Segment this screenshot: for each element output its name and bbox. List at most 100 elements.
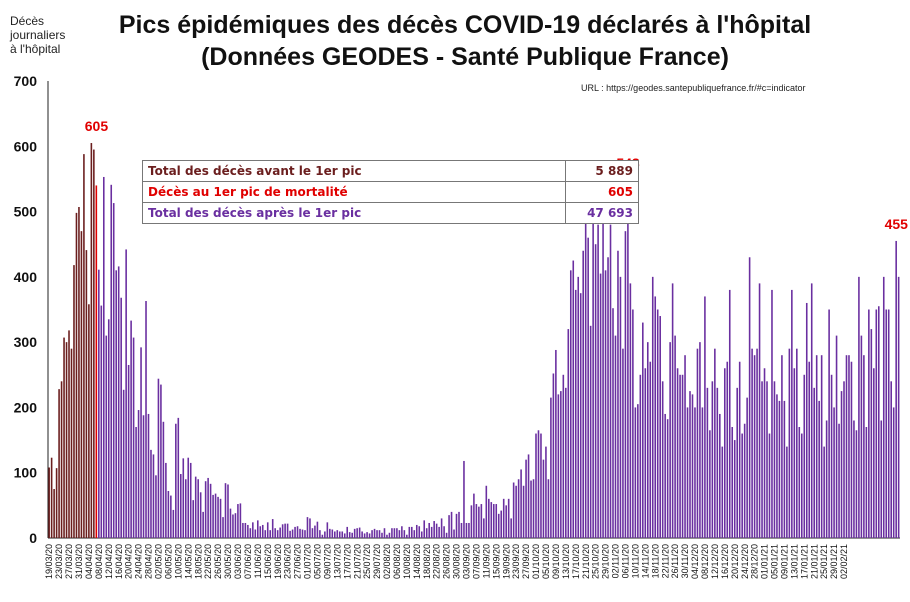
bar (654, 296, 657, 538)
bar (403, 530, 406, 538)
bar (470, 505, 473, 538)
bar (709, 430, 711, 538)
bar (485, 485, 488, 538)
bar (247, 524, 249, 538)
bar (887, 309, 890, 538)
bar (492, 504, 495, 538)
x-tick-label: 22/11/20 (660, 544, 670, 578)
x-tick-label: 03/06/20 (233, 544, 243, 579)
bar (398, 530, 401, 538)
x-tick-label: 30/08/20 (452, 544, 462, 579)
bar (249, 528, 252, 538)
bar (850, 361, 853, 538)
bar (296, 526, 299, 538)
bar (728, 289, 731, 538)
bar (301, 529, 304, 538)
bar (152, 454, 155, 538)
bar (689, 391, 691, 538)
bar (763, 368, 766, 538)
x-tick-label: 29/10/20 (601, 544, 611, 579)
bar (440, 518, 443, 538)
bar (617, 250, 619, 538)
bar (65, 342, 68, 538)
x-tick-label: 05/01/21 (770, 544, 780, 579)
bar (820, 355, 823, 538)
bar (294, 526, 296, 538)
x-tick-label: 11/06/20 (253, 544, 263, 578)
bar (704, 296, 706, 538)
summary-table: Total des décès avant le 1er pic 5 889 D… (142, 160, 639, 224)
x-tick-label: 21/01/21 (809, 544, 819, 579)
bar (110, 184, 113, 538)
bar (828, 309, 830, 538)
bar (669, 342, 671, 538)
bar (373, 528, 376, 538)
bar (433, 521, 435, 538)
bar (753, 355, 756, 538)
bar (391, 528, 393, 538)
bar (679, 374, 681, 538)
bar (147, 413, 150, 538)
x-tick-label: 26/11/20 (670, 544, 680, 578)
chart-title: Pics épidémiques des décès COVID-19 décl… (118, 11, 812, 39)
bar (420, 531, 423, 538)
bar (150, 449, 152, 538)
bar (835, 335, 838, 538)
x-tick-label: 12/12/20 (710, 544, 720, 579)
bar (604, 270, 607, 538)
bar (674, 335, 676, 538)
bar (746, 397, 748, 538)
bar (527, 454, 530, 538)
bar (766, 381, 768, 538)
bar (401, 526, 403, 538)
bar (634, 407, 637, 538)
bar (483, 518, 485, 538)
x-tick-label: 28/04/20 (144, 544, 154, 579)
bar (788, 348, 791, 538)
x-tick-label: 17/07/20 (342, 544, 352, 579)
bar (599, 273, 602, 538)
peak-label: 605 (85, 118, 109, 134)
x-tick-label: 25/07/20 (362, 544, 372, 579)
bar (53, 489, 55, 538)
bar (587, 237, 589, 538)
bar (125, 249, 127, 539)
bar (388, 532, 391, 538)
bar (73, 265, 75, 538)
bar (219, 498, 222, 538)
bar (751, 348, 753, 538)
bar (537, 430, 540, 538)
bar (830, 374, 833, 538)
bar (592, 211, 594, 539)
bar (741, 433, 743, 538)
x-tick-label: 21/07/20 (352, 544, 362, 579)
bar (791, 289, 793, 538)
x-tick-label: 18/11/20 (650, 544, 660, 578)
summary-row-after-peak: Total des décès après le 1er pic 47 693 (142, 202, 639, 224)
bar (843, 381, 845, 538)
peak-label: 455 (885, 216, 909, 232)
x-tick-label: 08/04/20 (94, 544, 104, 579)
bar (848, 355, 850, 538)
bar (212, 494, 214, 538)
bar (555, 349, 557, 538)
x-tick-label: 08/12/20 (700, 544, 710, 579)
bar (840, 391, 843, 538)
y-tick-label: 700 (14, 73, 38, 89)
bar (478, 506, 480, 538)
x-tick-label: 26/08/20 (442, 544, 452, 579)
bar (95, 185, 98, 538)
bar (428, 522, 430, 538)
bar (589, 325, 592, 538)
bar (530, 480, 532, 538)
bar (60, 381, 63, 538)
bar (661, 381, 664, 538)
x-tick-label: 13/01/21 (789, 544, 799, 579)
bar (232, 514, 234, 538)
bar (793, 368, 796, 538)
bar (664, 413, 666, 538)
bar (261, 524, 264, 538)
bar (415, 524, 418, 538)
bar (719, 413, 721, 538)
x-tick-label: 20/04/20 (124, 544, 134, 579)
